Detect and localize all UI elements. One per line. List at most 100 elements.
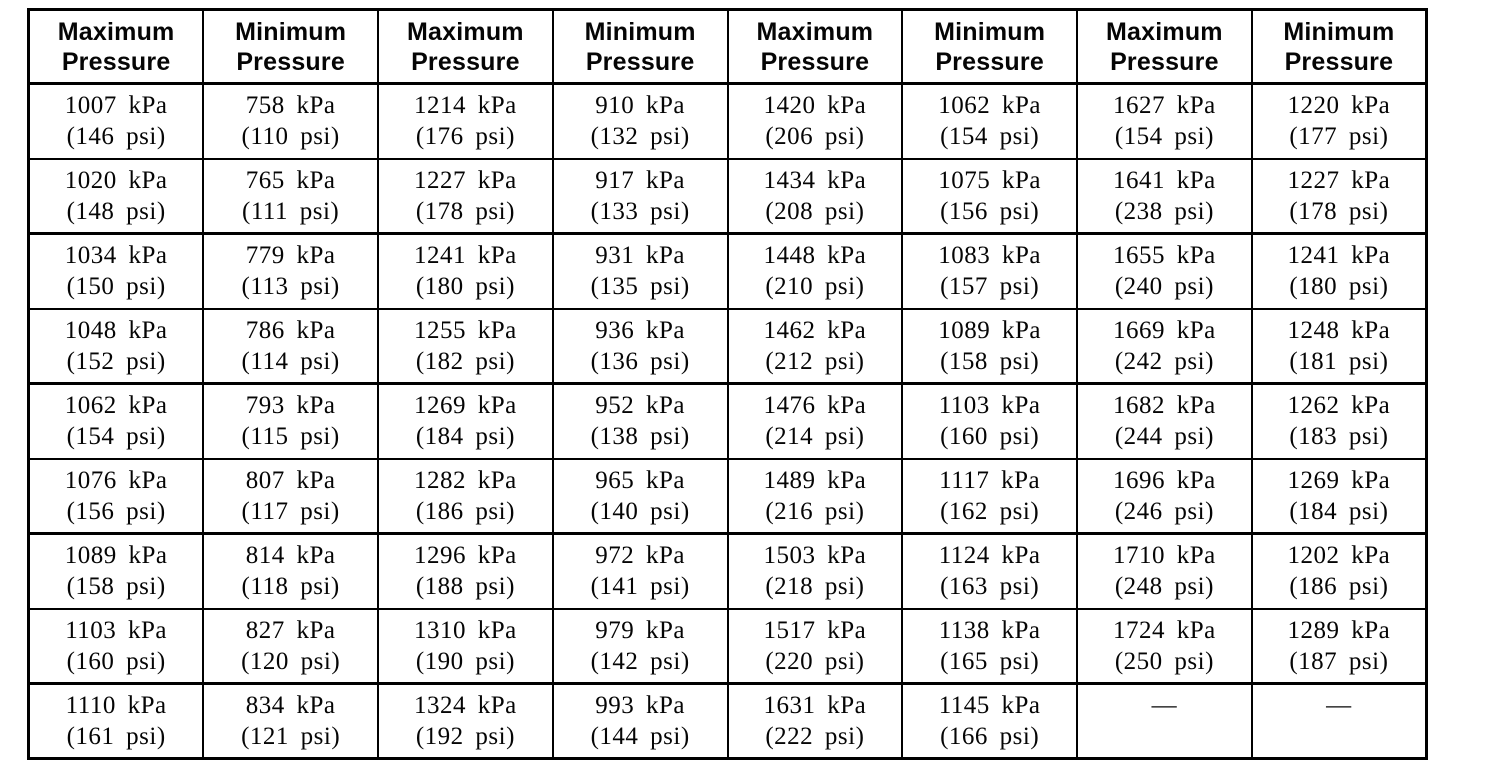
pressure-cell: 1503 kPa (218 psi) [726, 532, 904, 610]
kpa-value: 1420 kPa [763, 92, 867, 120]
pressure-cell: 1682 kPa (244 psi) [1076, 382, 1253, 460]
kpa-value: 1289 kPa [1287, 616, 1391, 644]
kpa-value: 1110 kPa [65, 692, 167, 719]
kpa-value: 1269 kPa [1287, 466, 1391, 494]
psi-value: (210 psi) [765, 273, 865, 301]
header-line2: Pressure [935, 47, 1044, 76]
psi-value: (186 psi) [1289, 573, 1389, 601]
pressure-cell: 952 kPa (138 psi) [551, 382, 729, 460]
kpa-value: 827 kPa [245, 616, 336, 644]
psi-value: (156 psi) [66, 497, 166, 525]
pressure-cell: 1262 kPa (183 psi) [1250, 382, 1428, 460]
table-row: 1062 kPa (154 psi) 793 kPa (115 psi) 1269 … [27, 382, 1428, 460]
kpa-value: 965 kPa [595, 466, 685, 494]
kpa-value: 1262 kPa [1287, 392, 1391, 420]
header-line2: Pressure [1110, 47, 1219, 76]
psi-value: (220 psi) [765, 647, 865, 675]
header-line2: Pressure [411, 47, 520, 76]
header-line2: Pressure [760, 47, 870, 76]
header-cell-maximum-pressure: Maximum Pressure [1076, 8, 1253, 85]
pressure-cell: 1020 kPa (148 psi) [27, 157, 205, 235]
kpa-value: 1434 kPa [763, 166, 867, 194]
psi-value: (166 psi) [940, 723, 1040, 750]
pressure-cell: 814 kPa (118 psi) [202, 532, 379, 610]
pressure-cell: 1448 kPa (210 psi) [726, 232, 904, 310]
kpa-value: 936 kPa [595, 316, 685, 344]
psi-value: (187 psi) [1289, 647, 1389, 675]
kpa-value: 1710 kPa [1113, 542, 1216, 570]
psi-value: (110 psi) [241, 123, 340, 151]
psi-value: (240 psi) [1114, 273, 1214, 301]
psi-value: (206 psi) [765, 123, 865, 151]
kpa-value: 814 kPa [245, 542, 336, 570]
kpa-value: 917 kPa [595, 166, 685, 194]
psi-value: (160 psi) [66, 647, 166, 675]
psi-value: (208 psi) [765, 197, 865, 225]
kpa-value: 1296 kPa [414, 542, 517, 570]
pressure-cell: 1248 kPa (181 psi) [1250, 307, 1428, 385]
psi-value: (138 psi) [590, 423, 690, 451]
kpa-value: 1048 kPa [64, 316, 168, 344]
psi-value: (162 psi) [940, 497, 1040, 525]
psi-value: (120 psi) [241, 647, 341, 675]
header-line1: Minimum [235, 17, 347, 46]
header-line1: Maximum [57, 17, 175, 46]
pressure-cell: 910 kPa (132 psi) [551, 82, 729, 160]
pressure-cell: 1255 kPa (182 psi) [377, 307, 554, 385]
kpa-value: 1448 kPa [763, 242, 867, 270]
psi-value: (184 psi) [1289, 497, 1389, 525]
kpa-value: 786 kPa [245, 316, 336, 344]
kpa-value: 1020 kPa [64, 166, 168, 194]
table-row: 1007 kPa (146 psi) 758 kPa (110 psi) 1214 … [27, 82, 1428, 160]
pressure-table: Maximum Pressure Minimum Pressure Maximum P… [27, 8, 1428, 760]
pressure-cell: 936 kPa (136 psi) [551, 307, 729, 385]
psi-value: (117 psi) [241, 497, 340, 525]
kpa-value: 793 kPa [245, 392, 336, 420]
pressure-cell: 972 kPa (141 psi) [551, 532, 729, 610]
kpa-value: 1517 kPa [763, 616, 867, 644]
pressure-cell: 1089 kPa (158 psi) [901, 307, 1078, 385]
pressure-cell: 1062 kPa (154 psi) [901, 82, 1078, 160]
header-cell-minimum-pressure: Minimum Pressure [551, 8, 729, 85]
kpa-value: 1724 kPa [1113, 616, 1216, 644]
kpa-value: 1214 kPa [414, 92, 517, 120]
psi-value: (238 psi) [1114, 197, 1214, 225]
header-line2: Pressure [236, 47, 345, 76]
psi-value: (214 psi) [765, 423, 865, 451]
kpa-value: 1227 kPa [414, 166, 517, 194]
pressure-cell: 1462 kPa (212 psi) [726, 307, 904, 385]
kpa-value: 993 kPa [595, 692, 685, 719]
psi-value: (218 psi) [765, 573, 865, 601]
kpa-value: 1062 kPa [64, 392, 168, 420]
psi-value: (136 psi) [590, 347, 690, 375]
header-line2: Pressure [585, 47, 695, 76]
kpa-value: 979 kPa [595, 616, 685, 644]
pressure-cell: 779 kPa (113 psi) [202, 232, 379, 310]
psi-value: (180 psi) [415, 273, 515, 301]
psi-value: (190 psi) [415, 647, 515, 675]
psi-value: (244 psi) [1114, 423, 1214, 451]
pressure-cell: 1214 kPa (176 psi) [377, 82, 554, 160]
pressure-cell: 1296 kPa (188 psi) [377, 532, 554, 610]
table-row: 1020 kPa (148 psi) 765 kPa (111 psi) 1227 … [27, 157, 1428, 235]
header-line1: Maximum [756, 17, 874, 46]
psi-value: (222 psi) [765, 723, 865, 750]
pressure-cell: 1282 kPa (186 psi) [377, 457, 554, 535]
kpa-value: 1310 kPa [414, 616, 517, 644]
pressure-cell: 1083 kPa (157 psi) [901, 232, 1078, 310]
psi-value: (118 psi) [241, 573, 340, 601]
psi-value: (156 psi) [940, 197, 1040, 225]
table-row: 1034 kPa (150 psi) 779 kPa (113 psi) 1241 … [27, 232, 1428, 310]
kpa-value: 1062 kPa [938, 92, 1041, 120]
psi-value: (242 psi) [1114, 347, 1214, 375]
pressure-cell: 1241 kPa (180 psi) [377, 232, 554, 310]
header-cell-minimum-pressure: Minimum Pressure [202, 8, 379, 85]
psi-value: (183 psi) [1289, 423, 1389, 451]
psi-value: (176 psi) [415, 123, 515, 151]
pressure-cell: 1220 kPa (177 psi) [1250, 82, 1428, 160]
kpa-value: 765 kPa [245, 166, 336, 194]
kpa-value: 779 kPa [245, 242, 336, 270]
pressure-cell: 1138 kPa (165 psi) [901, 607, 1078, 685]
pressure-cell: 965 kPa (140 psi) [551, 457, 729, 535]
